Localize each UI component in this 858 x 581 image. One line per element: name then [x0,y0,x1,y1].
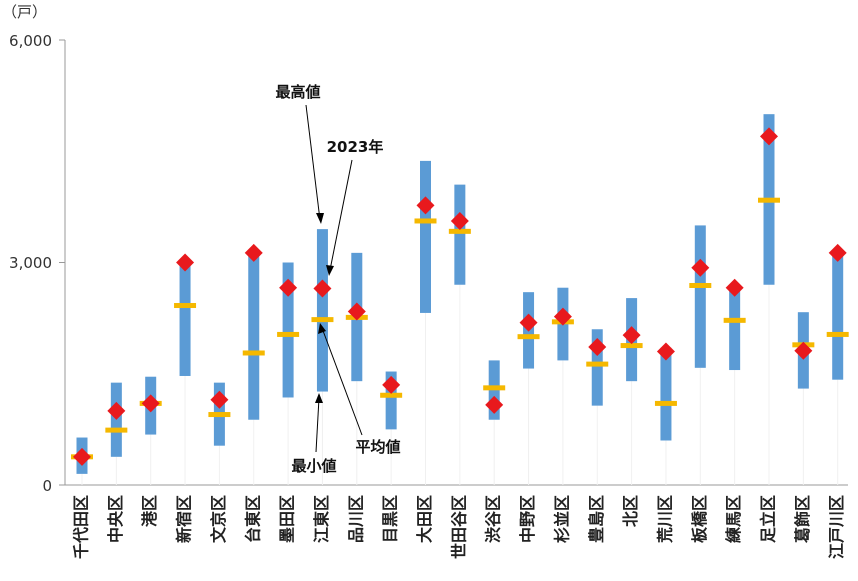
marker-2023-cat-9 [382,375,401,394]
marker-2023-cat-5 [244,243,263,262]
mean-marker-cat-11 [448,228,471,234]
range-bar-cat-22 [832,251,844,380]
mean-marker-cat-7 [311,317,334,323]
axes: （戸） 6,000 3,000 0 [2,3,848,495]
range-bar-cat-9 [385,371,397,430]
x-label-cat-5: 台東区 [243,495,262,543]
mean-marker-cat-3 [174,303,197,309]
annotation-mean-arrow [321,327,363,436]
marker-2023-cat-0 [73,447,91,466]
x-label-cat-22: 江戸川区 [827,495,846,559]
x-label-cat-16: 北区 [621,495,640,527]
mean-marker-cat-17 [654,400,677,406]
annotation-mean-label: 平均値 [355,438,400,456]
marker-2023-cat-14 [553,307,572,326]
mean-marker-cat-16 [620,343,643,349]
x-label-cat-6: 墨田区 [278,495,297,543]
range-bar-cat-11 [454,184,466,285]
mean-marker-cat-1 [105,427,128,433]
y-tick-label-3000: 3,000 [9,254,52,272]
annotation-2023-arrowhead [326,265,334,276]
x-category-labels: 千代田区 中央区 港区 新宿区 文京区 台東区 墨田区 江東区 品川区 目黒区 大田区 世田谷区 渋谷区… [72,495,847,559]
marker-2023-cat-1 [107,401,126,420]
mean-marker-cat-12 [483,385,506,391]
range-bar-cat-6 [282,262,294,398]
x-label-cat-9: 目黒区 [381,495,400,543]
x-label-cat-3: 新宿区 [175,495,194,543]
x-label-cat-20: 足立区 [759,495,778,543]
y-unit-label: （戸） [2,3,47,21]
x-label-cat-11: 世田谷区 [449,495,468,559]
x-label-cat-14: 杉並区 [552,495,571,543]
marker-2023-cat-2 [141,394,160,413]
x-label-cat-13: 中野区 [518,495,537,543]
year-2023-markers [73,127,847,466]
annotation-2023-arrow [329,159,353,271]
mean-marker-cat-19 [723,317,746,323]
marker-2023-cat-20 [760,127,778,146]
mean-marker-cat-4 [208,412,231,418]
faint-connector-lines [81,284,839,485]
range-bar-cat-7 [316,229,328,392]
x-label-cat-1: 中央区 [106,495,125,543]
y-tick-label-0: 0 [42,477,52,495]
marker-2023-cat-8 [347,302,366,321]
annotation-max-label: 最高値 [275,83,320,101]
range-bar-cat-18 [694,225,706,368]
x-label-cat-19: 練馬区 [724,495,743,543]
marker-2023-cat-15 [588,338,607,357]
annotation-2023-label: 2023年 [327,138,384,156]
marker-2023-cat-12 [485,395,504,414]
mean-marker-cat-18 [689,282,712,288]
mean-marker-cat-10 [414,218,437,224]
marker-2023-cat-22 [828,243,847,262]
marker-2023-cat-21 [794,341,813,360]
annotation-mean-arrowhead [318,323,326,334]
mean-marker-cat-20 [758,197,780,203]
mean-marker-cat-15 [586,361,609,367]
x-label-cat-7: 江東区 [312,495,331,543]
annotation-min-arrow [315,397,320,453]
marker-2023-cat-11 [450,211,469,230]
mean-marker-cat-9 [380,392,403,398]
range-bar-cat-10 [420,160,431,313]
mean-marker-cat-5 [242,350,265,356]
range-bar-cat-15 [591,329,603,406]
marker-2023-cat-7 [313,279,332,298]
x-label-cat-18: 板橋区 [690,495,709,543]
range-bar-cat-5 [248,255,260,420]
marker-2023-cat-13 [519,313,538,332]
marker-2023-cat-6 [279,278,298,297]
marker-2023-cat-10 [416,196,435,215]
marker-2023-cat-18 [691,258,710,277]
marker-2023-cat-3 [176,253,195,272]
marker-2023-cat-4 [210,390,229,409]
annotation-max-arrowhead [316,213,324,224]
marker-2023-cat-19 [725,278,744,297]
annotation-min-arrowhead [315,393,323,403]
x-label-cat-4: 文京区 [209,495,228,543]
range-bar-cat-19 [729,284,741,371]
x-label-cat-2: 港区 [140,495,159,527]
annotations: 最高値 2023年 最小値 平均値 [275,83,400,475]
x-label-cat-12: 渋谷区 [484,495,503,543]
x-label-cat-17: 荒川区 [655,495,674,544]
annotation-min-label: 最小値 [291,457,336,475]
y-tick-label-6000: 6,000 [9,32,52,50]
x-label-cat-21: 葛飾区 [793,495,812,543]
mean-marker-cat-13 [517,334,540,340]
range-bar-cat-3 [179,262,191,376]
x-label-cat-0: 千代田区 [72,495,91,559]
x-label-cat-10: 大田区 [415,495,434,543]
range-bar-cat-17 [660,347,672,441]
marker-2023-cat-17 [656,342,675,361]
mean-marker-cat-22 [826,331,849,337]
mean-marker-cat-6 [277,331,300,337]
annotation-max-arrow [305,104,321,221]
x-label-cat-15: 豊島区 [587,495,606,543]
marker-2023-cat-16 [622,326,641,345]
x-label-cat-8: 品川区 [346,495,365,543]
